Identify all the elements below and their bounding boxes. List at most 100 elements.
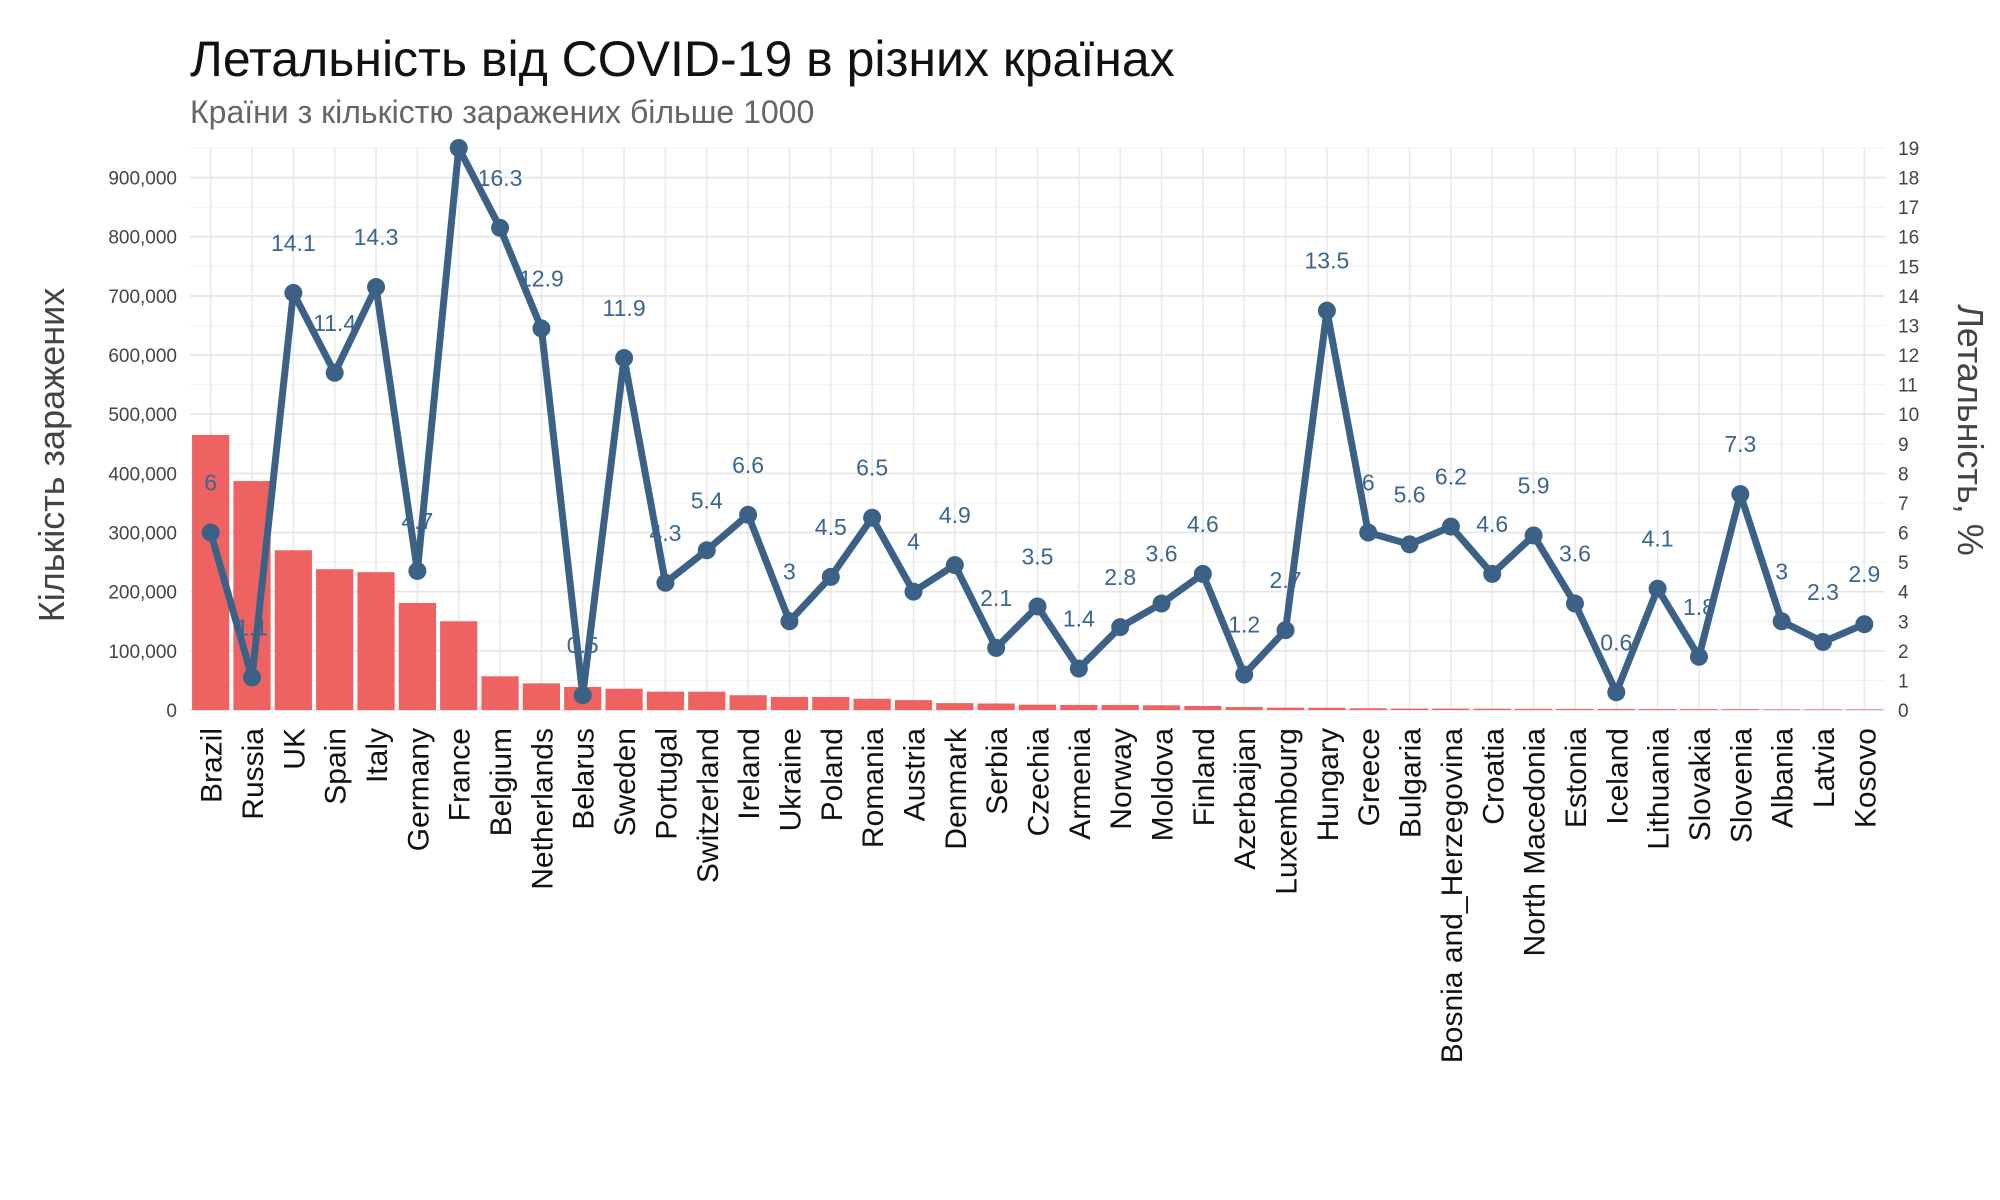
- fatality-point: [1276, 621, 1295, 640]
- y-left-tick-label: 700,000: [108, 287, 177, 308]
- fatality-point: [1111, 618, 1130, 637]
- x-tick-label: Italy: [361, 728, 394, 783]
- bar-denmark: [936, 703, 974, 710]
- y-right-tick-label: 4: [1898, 583, 1909, 604]
- data-label: 14.3: [354, 224, 399, 250]
- fatality-point: [945, 556, 964, 575]
- x-tick-label: Lithuania: [1643, 728, 1676, 850]
- grid-layer: [190, 147, 1885, 711]
- data-label: 3: [783, 558, 796, 584]
- bar-poland: [812, 696, 850, 710]
- data-label: 11.9: [603, 295, 646, 321]
- y-left-tick-label: 400,000: [108, 464, 177, 485]
- fatality-point: [408, 561, 427, 580]
- data-label: 6: [204, 470, 217, 496]
- fatality-point: [1607, 683, 1626, 702]
- fatality-point: [739, 505, 758, 524]
- fatality-point: [1855, 615, 1874, 634]
- y-right-tick-label: 0: [1898, 701, 1909, 722]
- y-right-tick-label: 5: [1898, 553, 1909, 574]
- fatality-point: [1235, 665, 1254, 684]
- y-left-tick-label: 300,000: [108, 524, 177, 545]
- x-tick-label: Sweden: [609, 728, 642, 836]
- bar-north-macedonia: [1514, 708, 1553, 710]
- data-label: 11.4: [313, 310, 356, 336]
- fatality-point: [284, 283, 303, 302]
- x-tick-label: Luxembourg: [1271, 728, 1304, 895]
- y-right-tick-label: 18: [1898, 169, 1919, 190]
- data-label: 2.1: [980, 585, 1012, 611]
- x-tick-label: Greece: [1353, 728, 1386, 826]
- data-label: 14.1: [271, 230, 316, 256]
- axis-layer: 0 100,000 200,000 300,000 400,000 500,000 600,…: [108, 139, 1919, 1063]
- bar-romania: [853, 698, 891, 710]
- data-label: 16.3: [478, 165, 523, 191]
- y-right-tick-label: 12: [1898, 346, 1919, 367]
- bar-albania: [1763, 709, 1801, 710]
- fatality-point: [656, 573, 675, 592]
- fatality-point: [367, 278, 386, 297]
- x-tick-label: Norway: [1105, 728, 1138, 830]
- x-tick-label: North Macedonia: [1519, 728, 1552, 957]
- data-label: 6: [1362, 470, 1375, 496]
- bar-bulgaria: [1390, 708, 1429, 710]
- y-left-tick-label: 500,000: [108, 405, 177, 426]
- chart-subtitle: Країни з кількістю заражених більше 1000: [190, 94, 815, 130]
- fatality-point: [1565, 594, 1584, 613]
- y-right-tick-label: 11: [1898, 376, 1918, 397]
- x-tick-label: Denmark: [940, 727, 973, 850]
- fatality-point: [1317, 301, 1336, 320]
- bar-luxembourg: [1266, 707, 1305, 710]
- x-tick-label: Spain: [320, 728, 353, 805]
- x-tick-label: UK: [278, 728, 311, 770]
- bar-portugal: [646, 691, 685, 710]
- y-left-tick-label: 800,000: [108, 228, 177, 249]
- data-label: 0.6: [1600, 629, 1632, 655]
- x-tick-label: Belarus: [568, 728, 601, 830]
- y-right-tick-label: 1: [1898, 671, 1909, 692]
- x-tick-label: Hungary: [1312, 728, 1345, 841]
- x-tick-label: Netherlands: [526, 728, 559, 890]
- bar-spain: [316, 569, 354, 710]
- y-right-tick-label: 19: [1898, 139, 1919, 160]
- x-tick-label: Slovakia: [1684, 728, 1717, 842]
- data-label: 2.3: [1807, 579, 1839, 605]
- data-label: 4.7: [401, 508, 433, 534]
- data-label: 4.6: [1476, 511, 1508, 537]
- bar-kosovo: [1845, 709, 1883, 710]
- bar-germany: [398, 602, 436, 710]
- y-right-tick-label: 9: [1898, 435, 1909, 456]
- bar-latvia: [1804, 709, 1842, 710]
- bar-sweden: [605, 688, 643, 710]
- y-left-tick-label: 200,000: [108, 583, 177, 604]
- fatality-point: [697, 541, 716, 560]
- bar-finland: [1184, 705, 1222, 710]
- data-label: 12.9: [519, 265, 564, 291]
- bar-slovenia: [1721, 709, 1759, 710]
- x-tick-label: Ireland: [733, 728, 766, 820]
- x-tick-label: Romania: [857, 728, 890, 848]
- fatality-point: [201, 523, 220, 542]
- y-left-tick-label: 900,000: [108, 169, 177, 190]
- data-label: 7.3: [1724, 431, 1756, 457]
- fatality-point: [1772, 612, 1791, 631]
- fatality-point: [1069, 659, 1088, 678]
- data-label: 3: [1775, 558, 1788, 584]
- y-right-tick-label: 15: [1898, 257, 1919, 278]
- x-tick-label: Latvia: [1808, 728, 1841, 808]
- x-tick-label: Russia: [237, 728, 270, 820]
- x-tick-label: Bulgaria: [1395, 728, 1428, 838]
- fatality-point: [1731, 485, 1750, 504]
- data-label: 2.7: [1270, 567, 1302, 593]
- bar-italy: [357, 572, 395, 710]
- bar-uk: [274, 550, 312, 710]
- fatality-point: [1400, 535, 1419, 554]
- data-label: 4: [907, 529, 920, 555]
- fatality-point: [1648, 579, 1667, 598]
- bar-serbia: [977, 703, 1015, 710]
- x-tick-label: Albania: [1767, 728, 1800, 828]
- fatality-point: [1689, 647, 1708, 666]
- data-label: 1.8: [1683, 594, 1715, 620]
- y-right-tick-label: 17: [1898, 198, 1919, 219]
